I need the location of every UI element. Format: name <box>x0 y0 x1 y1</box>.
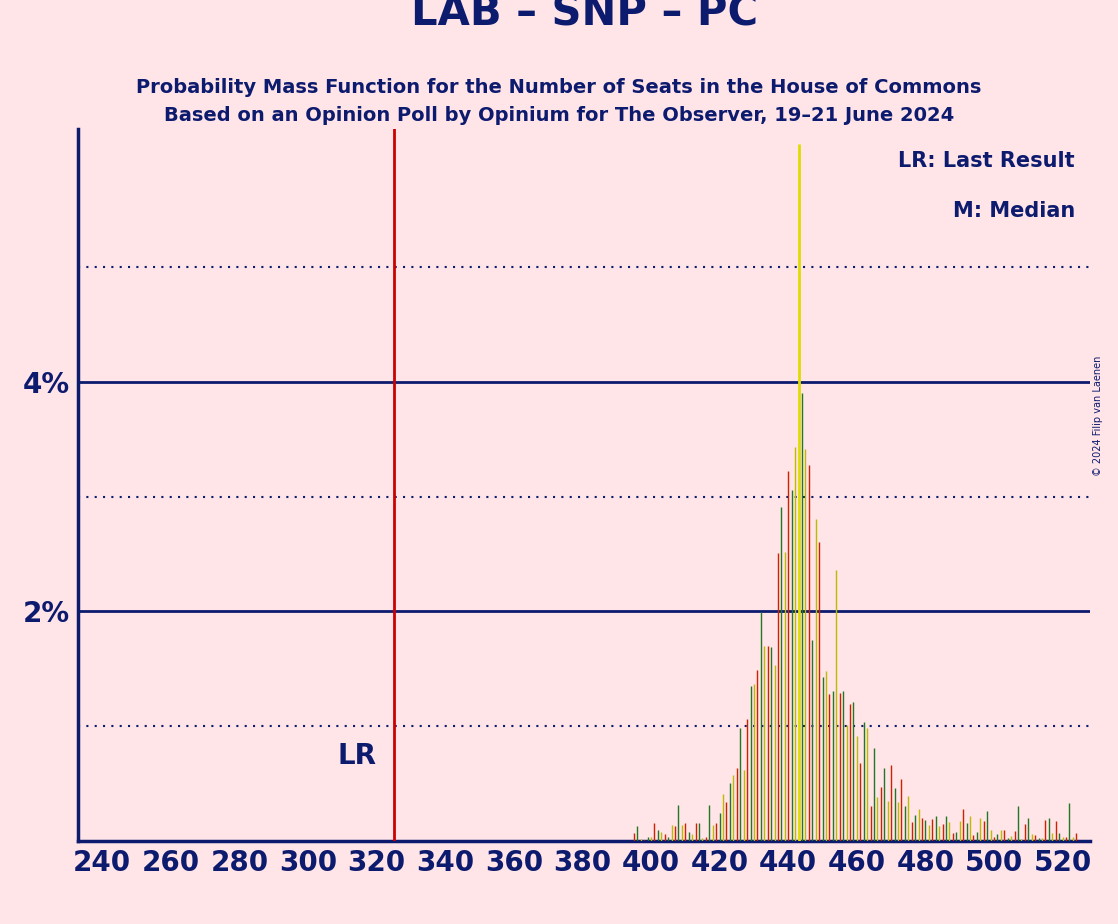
Title: LAB – SNP – PC: LAB – SNP – PC <box>410 0 758 34</box>
Text: LR: LR <box>338 742 377 770</box>
Text: © 2024 Filip van Laenen: © 2024 Filip van Laenen <box>1093 356 1102 476</box>
Text: M: Median: M: Median <box>953 201 1074 221</box>
Text: Probability Mass Function for the Number of Seats in the House of Commons: Probability Mass Function for the Number… <box>136 79 982 97</box>
Text: Based on an Opinion Poll by Opinium for The Observer, 19–21 June 2024: Based on an Opinion Poll by Opinium for … <box>164 106 954 125</box>
Text: LR: Last Result: LR: Last Result <box>898 151 1074 171</box>
